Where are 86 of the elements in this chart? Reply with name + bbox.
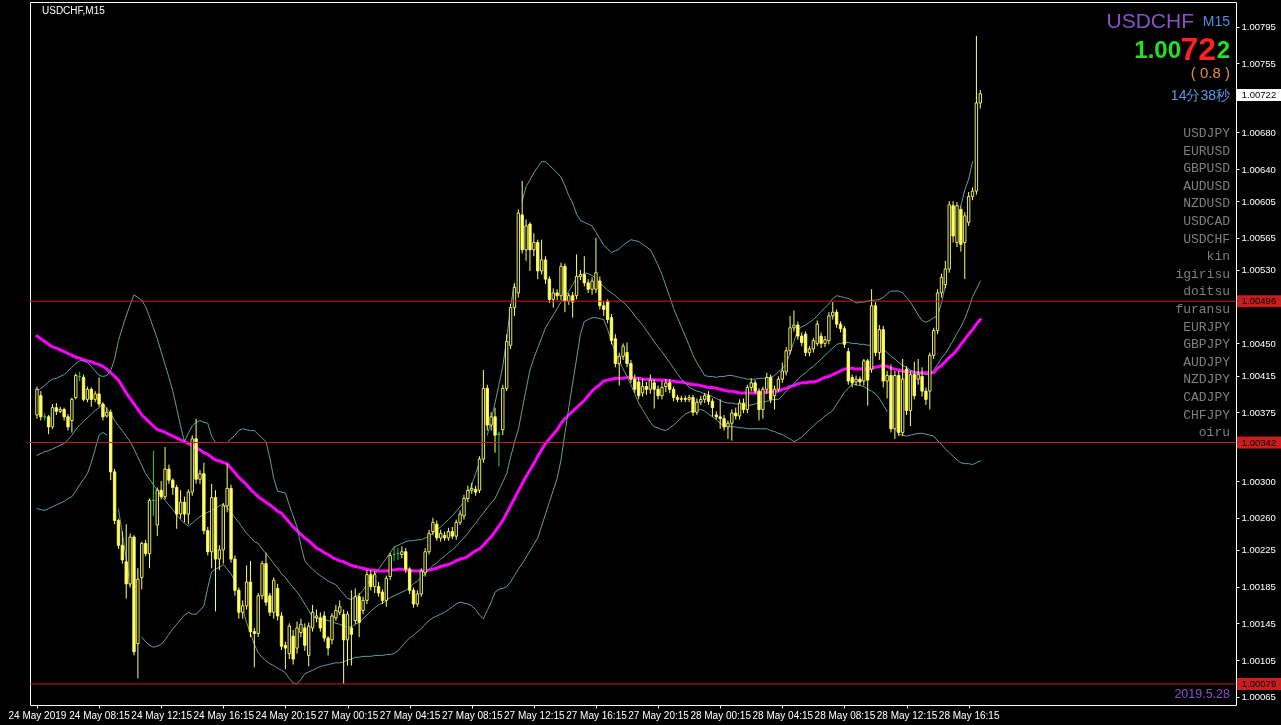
x-tick-label: 24 May 12:15 <box>131 709 193 721</box>
candlestick <box>89 386 93 408</box>
y-tick-label: 1.00260 <box>1241 512 1276 524</box>
x-tick-label: 27 May 04:15 <box>379 709 441 721</box>
candlestick <box>637 376 641 400</box>
text: kin <box>1206 249 1230 265</box>
text: 1.00722 <box>1134 31 1230 67</box>
text: M15 <box>1202 13 1231 29</box>
candlestick <box>70 397 74 433</box>
candlestick <box>435 520 439 542</box>
candlestick <box>691 394 695 417</box>
y-tick-label: 1.00375 <box>1241 406 1276 418</box>
y-tick-label: 1.00065 <box>1241 691 1276 703</box>
text: USDCHF <box>1183 231 1230 247</box>
candlestick <box>373 570 377 594</box>
y-tick-label: 1.00565 <box>1241 232 1276 244</box>
x-tick-label: 24 May 20:15 <box>255 709 317 721</box>
y-tick-label: 1.00185 <box>1241 581 1276 593</box>
y-tick-label: 1.00795 <box>1241 21 1276 33</box>
text: GBPJPY <box>1183 337 1231 353</box>
x-tick-label: 27 May 12:15 <box>504 709 566 721</box>
x-tick-label: 27 May 20:15 <box>628 709 690 721</box>
x-tick-label: 28 May 16:15 <box>938 709 1000 721</box>
text: 14分38秒 <box>1170 87 1230 103</box>
candlestick <box>842 325 847 349</box>
candlestick <box>303 622 307 652</box>
candlestick <box>730 408 734 442</box>
candlestick <box>590 276 594 296</box>
candlestick <box>493 407 497 454</box>
chart-title: USDCHF,M15 <box>42 5 106 16</box>
x-tick-label: 27 May 16:15 <box>566 709 628 721</box>
x-tick-label: 28 May 12:15 <box>876 709 938 721</box>
x-tick-label: 24 May 16:15 <box>193 709 255 721</box>
ref-line-label: 1.00496 <box>1241 295 1277 307</box>
text: USDCHF <box>1106 9 1194 32</box>
text: NZDUSD <box>1183 196 1231 212</box>
y-tick-label: 1.00755 <box>1241 57 1276 69</box>
candlestick <box>648 374 652 395</box>
text: ( 0.8 ) <box>1190 64 1230 81</box>
x-tick-label: 24 May 08:15 <box>69 709 131 721</box>
text: USDCAD <box>1183 214 1231 229</box>
x-tick-label: 24 May 2019 <box>8 709 67 721</box>
candlestick <box>652 378 656 410</box>
candlestick <box>582 255 586 287</box>
candlestick <box>74 373 78 400</box>
candlestick <box>178 489 183 520</box>
text: EURJPY <box>1183 319 1231 335</box>
ref-line-label: 1.00079 <box>1241 677 1277 689</box>
text: 2019.5.28 <box>1174 687 1231 701</box>
candlestick <box>660 380 664 400</box>
text: CHFJPY <box>1183 407 1231 423</box>
y-tick-label: 1.00300 <box>1241 475 1276 487</box>
candlestick <box>835 308 839 329</box>
x-tick-label: 27 May 00:15 <box>317 709 379 721</box>
text: 1.00722 <box>1241 89 1277 100</box>
candlestick <box>39 390 43 421</box>
y-tick-label: 1.00415 <box>1241 370 1276 382</box>
y-tick-label: 1.00680 <box>1241 126 1276 138</box>
x-tick-label: 28 May 04:15 <box>752 709 814 721</box>
candlestick <box>854 375 858 387</box>
y-tick-label: 1.00105 <box>1241 654 1276 666</box>
y-tick-label: 1.00530 <box>1241 264 1276 276</box>
y-tick-label: 1.00145 <box>1241 617 1276 629</box>
text: furansu <box>1175 302 1230 317</box>
text: EURUSD <box>1183 143 1231 159</box>
y-tick-label: 1.00450 <box>1241 337 1276 349</box>
text: GBPUSD <box>1183 161 1231 177</box>
text: doitsu <box>1183 284 1230 300</box>
text: CADJPY <box>1183 390 1231 405</box>
candlestick <box>718 398 722 430</box>
y-tick-label: 1.00605 <box>1241 195 1276 207</box>
x-tick-label: 28 May 00:15 <box>690 709 752 721</box>
y-tick-label: 1.00640 <box>1241 163 1276 175</box>
candlestick <box>710 397 715 418</box>
text: oiru <box>1198 425 1230 441</box>
candlestick <box>539 239 544 276</box>
text: igirisu <box>1175 266 1230 282</box>
text: USDJPY <box>1183 126 1231 141</box>
y-tick-label: 1.00225 <box>1241 544 1276 556</box>
text: NZDJPY <box>1183 372 1231 388</box>
x-tick-label: 27 May 08:15 <box>441 709 503 721</box>
text: AUDJPY <box>1183 354 1231 370</box>
candlestick <box>124 523 128 600</box>
ref-line-label: 1.00342 <box>1241 436 1277 448</box>
x-tick-label: 28 May 08:15 <box>814 709 876 721</box>
text: AUDUSD <box>1183 178 1231 194</box>
